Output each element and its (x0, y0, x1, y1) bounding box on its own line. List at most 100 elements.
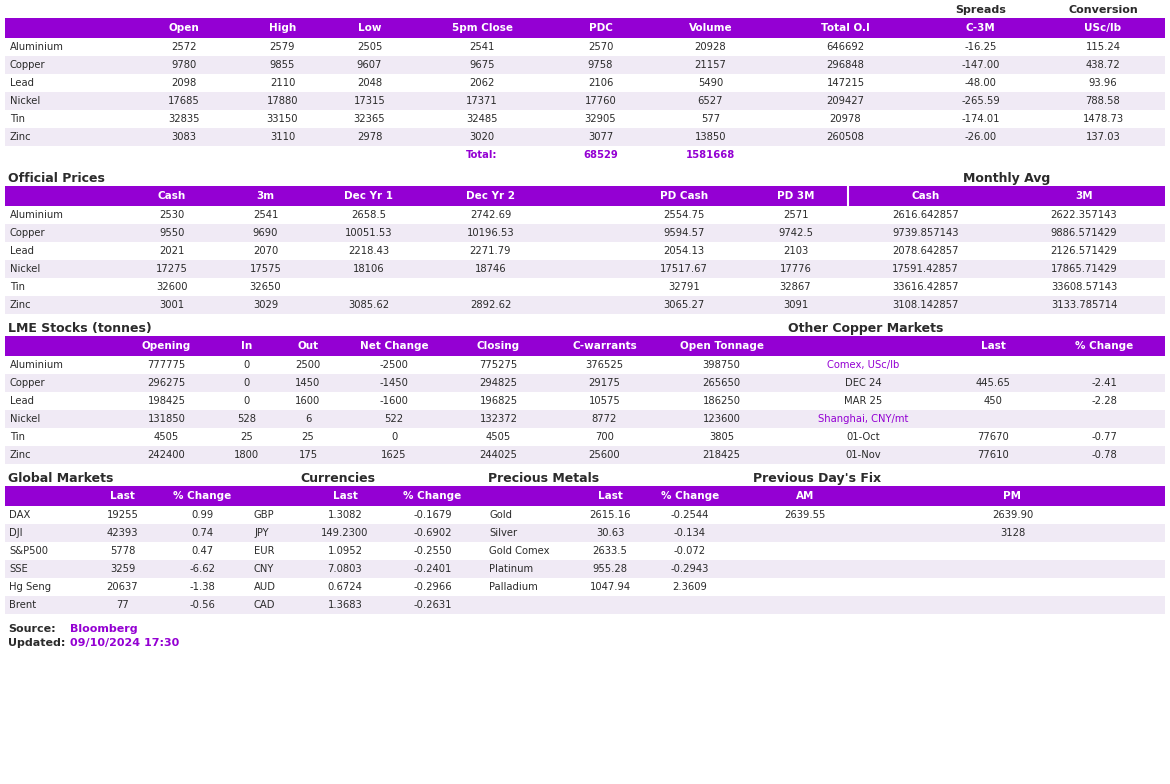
Text: 2570: 2570 (587, 42, 613, 52)
Text: 438.72: 438.72 (1086, 60, 1121, 70)
Text: 33150: 33150 (267, 114, 298, 124)
Text: 3091: 3091 (783, 300, 808, 310)
Text: 2110: 2110 (270, 78, 295, 88)
Text: 2541: 2541 (469, 42, 495, 52)
Text: 2500: 2500 (295, 360, 321, 370)
Text: 32867: 32867 (779, 282, 811, 292)
Text: Platinum: Platinum (489, 564, 534, 574)
Text: 0: 0 (243, 378, 249, 388)
Text: 9594.57: 9594.57 (663, 228, 704, 238)
Text: 25: 25 (302, 432, 315, 442)
Text: Dec Yr 2: Dec Yr 2 (466, 191, 515, 201)
Text: Official Prices: Official Prices (8, 172, 105, 184)
Text: Updated:: Updated: (8, 638, 66, 648)
Text: 1450: 1450 (295, 378, 321, 388)
Text: Brent: Brent (9, 600, 36, 610)
Text: 25: 25 (240, 432, 253, 442)
Text: 186250: 186250 (702, 396, 741, 406)
Text: 2054.13: 2054.13 (663, 246, 704, 256)
Text: Aluminium: Aluminium (11, 360, 64, 370)
Bar (5, 392, 1165, 410)
Text: Gold Comex: Gold Comex (489, 546, 550, 556)
Text: 10575: 10575 (589, 396, 620, 406)
Text: 42393: 42393 (106, 528, 138, 538)
Text: -0.2544: -0.2544 (670, 510, 709, 520)
Text: 0.6724: 0.6724 (328, 582, 363, 592)
Text: 9855: 9855 (270, 60, 295, 70)
Text: Volume: Volume (689, 23, 732, 33)
Text: Low: Low (358, 23, 381, 33)
Text: -26.00: -26.00 (964, 132, 997, 142)
Text: Lead: Lead (11, 396, 34, 406)
Text: S&P500: S&P500 (9, 546, 48, 556)
Bar (5, 578, 1165, 596)
Text: 9607: 9607 (357, 60, 383, 70)
Text: 2579: 2579 (270, 42, 295, 52)
Text: USc/lb: USc/lb (1085, 23, 1122, 33)
Text: Nickel: Nickel (11, 96, 40, 106)
Text: Tin: Tin (11, 432, 25, 442)
Text: -0.2943: -0.2943 (670, 564, 709, 574)
Text: DJI: DJI (9, 528, 22, 538)
Text: Comex, USc/lb: Comex, USc/lb (827, 360, 899, 370)
Text: Aluminium: Aluminium (11, 210, 64, 220)
Text: 2078.642857: 2078.642857 (893, 246, 958, 256)
Text: 2.3609: 2.3609 (673, 582, 708, 592)
Text: 77670: 77670 (978, 432, 1010, 442)
Text: Source:: Source: (8, 624, 56, 634)
Text: -1.38: -1.38 (190, 582, 215, 592)
Text: Zinc: Zinc (11, 450, 32, 460)
Text: 3085.62: 3085.62 (349, 300, 390, 310)
Bar (5, 38, 1165, 56)
Text: 2103: 2103 (783, 246, 808, 256)
Bar (5, 296, 1165, 314)
Text: 3m: 3m (256, 191, 275, 201)
Text: % Change: % Change (173, 491, 232, 501)
Bar (5, 446, 1165, 464)
Text: Copper: Copper (11, 378, 46, 388)
Text: 5490: 5490 (697, 78, 723, 88)
Text: 17865.71429: 17865.71429 (1051, 264, 1117, 274)
Bar (5, 470, 1165, 486)
Text: 17517.67: 17517.67 (660, 264, 708, 274)
Text: 528: 528 (238, 414, 256, 424)
Text: 2978: 2978 (357, 132, 383, 142)
Text: Last: Last (982, 341, 1006, 351)
Text: 17776: 17776 (779, 264, 812, 274)
Text: Tin: Tin (11, 282, 25, 292)
Text: 32365: 32365 (353, 114, 385, 124)
Text: 1800: 1800 (234, 450, 259, 460)
Text: 9550: 9550 (159, 228, 185, 238)
Bar (5, 410, 1165, 428)
Text: CNY: CNY (254, 564, 275, 574)
Bar (5, 206, 1165, 224)
Text: 32835: 32835 (168, 114, 200, 124)
Text: Open: Open (168, 23, 199, 33)
Text: 9780: 9780 (171, 60, 197, 70)
Text: 450: 450 (984, 396, 1003, 406)
Text: Currencies: Currencies (300, 471, 376, 485)
Text: 1625: 1625 (381, 450, 407, 460)
Text: C-3M: C-3M (965, 23, 996, 33)
Text: -147.00: -147.00 (962, 60, 999, 70)
Text: 20637: 20637 (106, 582, 138, 592)
Text: 3M: 3M (1075, 191, 1093, 201)
Text: 2892.62: 2892.62 (470, 300, 511, 310)
Text: 20928: 20928 (695, 42, 727, 52)
Text: Lead: Lead (11, 246, 34, 256)
Text: -174.01: -174.01 (962, 114, 999, 124)
Text: 218425: 218425 (702, 450, 741, 460)
Text: 0.74: 0.74 (192, 528, 214, 538)
Text: 18106: 18106 (353, 264, 385, 274)
Text: 3077: 3077 (587, 132, 613, 142)
Text: 68529: 68529 (583, 150, 618, 160)
Text: Zinc: Zinc (11, 300, 32, 310)
Bar (5, 242, 1165, 260)
Text: 777775: 777775 (147, 360, 186, 370)
Text: MAR 25: MAR 25 (844, 396, 882, 406)
Text: 19255: 19255 (106, 510, 138, 520)
Text: DEC 24: DEC 24 (845, 378, 881, 388)
Text: -0.2550: -0.2550 (413, 546, 452, 556)
Text: 242400: 242400 (147, 450, 185, 460)
Text: 2554.75: 2554.75 (663, 210, 704, 220)
